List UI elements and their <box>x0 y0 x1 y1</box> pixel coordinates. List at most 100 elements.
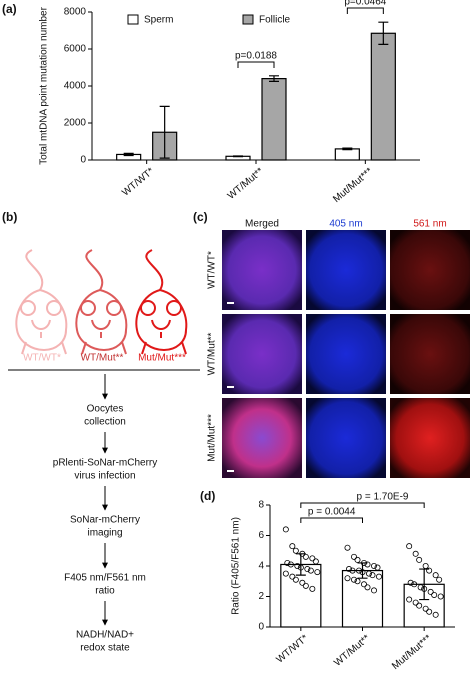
y-tick-label: 6 <box>258 530 264 541</box>
x-tick-label: WT/Mut** <box>332 633 372 669</box>
column-header: 561 nm <box>413 219 446 230</box>
data-point <box>411 581 418 588</box>
data-point <box>416 556 423 563</box>
error-bar <box>295 553 306 576</box>
column-header: Merged <box>245 219 279 230</box>
data-point <box>354 556 361 563</box>
data-point <box>412 550 419 557</box>
error-bar <box>233 155 243 158</box>
data-point <box>282 570 289 577</box>
significance-bracket <box>300 502 425 508</box>
data-point <box>412 599 419 606</box>
data-point <box>426 567 433 574</box>
panel-label: (a) <box>2 2 17 16</box>
data-point <box>436 576 443 583</box>
error-bar <box>159 105 170 159</box>
p-value: p=0.0188 <box>235 51 277 62</box>
flow-step: ratio <box>95 586 115 597</box>
data-point <box>422 563 429 570</box>
column-header: 405 nm <box>329 219 362 230</box>
data-point <box>299 579 306 586</box>
micrograph <box>222 314 302 394</box>
data-point <box>355 567 362 574</box>
data-point <box>375 573 382 580</box>
data-point <box>302 582 309 589</box>
data-point <box>302 553 309 560</box>
error-bar <box>269 75 279 82</box>
x-tick-label: WT/WT* <box>274 633 310 666</box>
legend-swatch <box>127 14 139 25</box>
data-point <box>422 605 429 612</box>
micrograph <box>222 230 302 310</box>
data-point <box>360 581 367 588</box>
data-point <box>370 587 377 594</box>
data-point <box>364 561 371 568</box>
data-point <box>427 588 434 595</box>
y-axis-label: Ratio (F405/F561 nm) <box>231 517 242 615</box>
x-tick-label: Mut/Mut*** <box>390 633 434 672</box>
error-bar <box>123 152 134 157</box>
data-point <box>289 543 296 550</box>
y-tick-label: 8 <box>258 500 264 511</box>
data-point <box>431 591 438 598</box>
micrograph <box>306 398 386 478</box>
data-point <box>349 567 356 574</box>
flow-step: SoNar-mCherry <box>70 515 140 526</box>
x-tick-label: Mut/Mut*** <box>331 166 375 205</box>
data-point <box>365 570 372 577</box>
data-point <box>345 566 352 573</box>
error-bar <box>378 21 389 45</box>
flow-step: redox state <box>80 643 130 654</box>
y-tick-label: 2 <box>258 591 264 602</box>
x-tick-label: WT/WT* <box>120 166 156 199</box>
error-bar <box>357 562 368 579</box>
flow-step: NADH/NAD+ <box>76 630 134 641</box>
panel-label: (b) <box>2 210 17 224</box>
mouse-label: WT/WT* <box>23 353 61 364</box>
p-value: p=0.0464 <box>344 0 386 8</box>
legend-label: Sperm <box>144 15 173 26</box>
micrograph <box>390 398 470 478</box>
mouse-icon <box>75 249 128 355</box>
micrograph <box>306 314 386 394</box>
row-label: Mut/Mut*** <box>207 414 218 462</box>
data-point <box>292 547 299 554</box>
y-tick-label: 4000 <box>64 81 87 92</box>
y-tick-label: 0 <box>258 622 264 633</box>
data-point <box>309 555 316 562</box>
data-point <box>307 567 314 574</box>
row-label: WT/Mut** <box>207 333 218 376</box>
mouse-label: Mut/Mut*** <box>138 353 186 364</box>
data-point <box>416 602 423 609</box>
significance-bracket <box>300 517 363 523</box>
x-tick-label: WT/Mut** <box>226 166 266 202</box>
flow-step: collection <box>84 417 126 428</box>
bar <box>261 77 287 161</box>
y-tick-label: 2000 <box>64 118 87 129</box>
micrograph <box>222 398 302 478</box>
flow-step: virus infection <box>74 471 135 482</box>
micrograph <box>390 230 470 310</box>
data-point <box>344 544 351 551</box>
data-point <box>369 572 376 579</box>
y-axis-label: Total mtDNA point mutation number <box>39 6 50 165</box>
data-point <box>282 526 289 533</box>
data-point <box>287 561 294 568</box>
data-point <box>289 573 296 580</box>
data-point <box>370 563 377 570</box>
y-tick-label: 8000 <box>64 7 87 18</box>
data-point <box>350 553 357 560</box>
data-point <box>417 584 424 591</box>
panel-label: (c) <box>193 210 208 224</box>
data-point <box>304 566 311 573</box>
panel-label: (d) <box>200 489 215 503</box>
data-point <box>374 564 381 571</box>
data-point <box>406 596 413 603</box>
data-point <box>294 563 301 570</box>
legend-swatch <box>242 14 254 25</box>
flow-step: imaging <box>87 528 122 539</box>
data-point <box>432 611 439 618</box>
bar <box>341 569 384 628</box>
significance-bracket <box>346 7 384 14</box>
data-point <box>364 584 371 591</box>
